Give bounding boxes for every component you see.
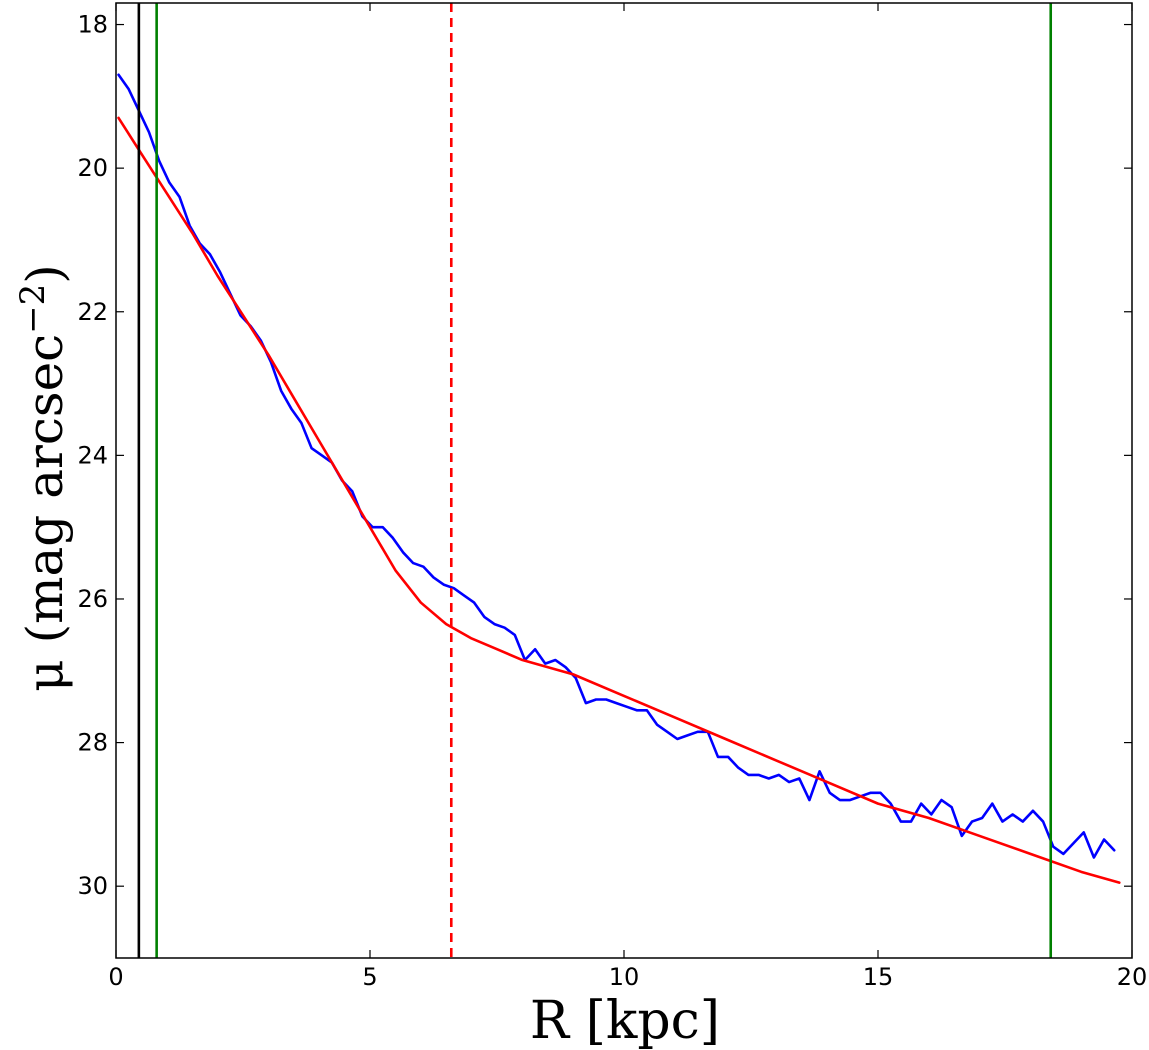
y-tick-label: 30	[77, 872, 108, 900]
y-tick-label: 22	[77, 298, 108, 326]
series-line-1	[117, 116, 1121, 884]
x-axis-label: R [kpc]	[530, 991, 720, 1050]
y-axis-label-close: )	[16, 264, 74, 284]
x-tick-label: 10	[609, 963, 640, 991]
y-tick-label: 18	[77, 11, 108, 39]
y-tick-label: 28	[77, 729, 108, 757]
x-tick-label: 0	[108, 963, 123, 991]
y-axis-label: μ (mag arcsec−2)	[13, 264, 74, 692]
y-axis-label-text: μ (mag arcsec−2)	[13, 264, 74, 692]
y-tick-label: 26	[77, 585, 108, 613]
y-axis-label-main: μ (mag arcsec	[16, 334, 74, 692]
plot-area	[117, 3, 1121, 958]
x-tick-label: 5	[362, 963, 377, 991]
y-tick-label: 24	[77, 441, 108, 469]
y-tick-label: 20	[77, 154, 108, 182]
x-tick-label: 20	[1117, 963, 1148, 991]
y-axis-label-exponent: −2	[13, 284, 53, 334]
series-line-0	[117, 73, 1116, 859]
x-tick-label: 15	[863, 963, 894, 991]
plot-frame	[115, 2, 1133, 959]
axis-ticks: 0 5 10 15 20 18 20 22 24 26 28 30	[77, 3, 1147, 991]
